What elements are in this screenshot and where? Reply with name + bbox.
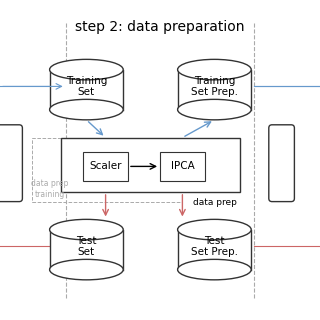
Text: IPCA: IPCA: [171, 161, 194, 172]
Text: Training
Set Prep.: Training Set Prep.: [191, 76, 238, 97]
Text: step 2: data preparation: step 2: data preparation: [75, 20, 245, 34]
Ellipse shape: [50, 60, 123, 80]
FancyBboxPatch shape: [269, 125, 294, 202]
Text: Training
Set: Training Set: [66, 76, 107, 97]
FancyBboxPatch shape: [178, 70, 251, 110]
Text: data prep: data prep: [193, 198, 237, 207]
Text: Scaler: Scaler: [89, 161, 122, 172]
Ellipse shape: [50, 100, 123, 120]
FancyBboxPatch shape: [50, 230, 123, 269]
Ellipse shape: [178, 60, 251, 80]
FancyBboxPatch shape: [0, 125, 22, 202]
Ellipse shape: [50, 220, 123, 240]
FancyBboxPatch shape: [160, 152, 205, 181]
FancyBboxPatch shape: [61, 138, 240, 192]
Ellipse shape: [178, 100, 251, 120]
FancyBboxPatch shape: [50, 70, 123, 110]
FancyBboxPatch shape: [178, 230, 251, 269]
Ellipse shape: [178, 259, 251, 280]
Ellipse shape: [178, 220, 251, 240]
Text: Test
Set Prep.: Test Set Prep.: [191, 236, 238, 257]
Text: data prep
training: data prep training: [31, 179, 68, 199]
Text: Test
Set: Test Set: [76, 236, 97, 257]
FancyBboxPatch shape: [83, 152, 128, 181]
Ellipse shape: [50, 259, 123, 280]
